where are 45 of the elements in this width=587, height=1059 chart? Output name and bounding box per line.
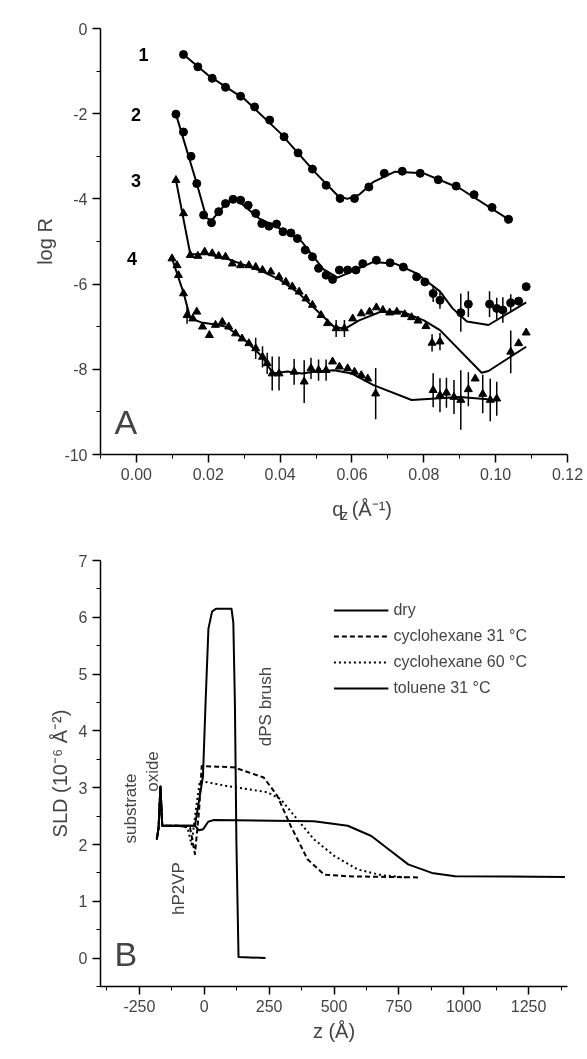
x-tick-label: 0.10 bbox=[480, 465, 512, 483]
annotation: dPS brush bbox=[256, 666, 275, 747]
annotation: B bbox=[114, 934, 138, 973]
x-tick-label: 0.00 bbox=[120, 465, 153, 483]
annotation: 4 bbox=[126, 249, 137, 270]
x-tick-label: 500 bbox=[320, 997, 348, 1015]
y-axis-title: SLD (10⁻⁶ Å⁻²) bbox=[48, 709, 71, 838]
x-tick-label: 0.06 bbox=[336, 465, 368, 483]
y-axis-title: log R bbox=[34, 218, 57, 265]
legend-label: dry bbox=[393, 601, 416, 619]
x-tick-label: 0 bbox=[199, 997, 209, 1015]
y-tick-label: 4 bbox=[78, 722, 88, 740]
x-tick-label: 750 bbox=[385, 997, 413, 1015]
y-tick-label: 5 bbox=[78, 666, 88, 684]
y-tick-label: -4 bbox=[73, 190, 88, 208]
x-tick-label: 0.08 bbox=[408, 465, 440, 483]
legend-label: toluene 31 °C bbox=[393, 679, 491, 697]
x-tick-label: 250 bbox=[255, 997, 283, 1015]
x-tick-label: 1000 bbox=[445, 997, 482, 1015]
x-axis-title: z (Å) bbox=[312, 1019, 356, 1042]
annotation: A bbox=[114, 402, 138, 441]
y-tick-label: 1 bbox=[78, 893, 88, 911]
y-tick-label: -8 bbox=[73, 361, 88, 379]
y-tick-label: 6 bbox=[78, 609, 88, 627]
annotation: 2 bbox=[130, 104, 141, 125]
y-tick-label: -6 bbox=[73, 276, 88, 294]
annotation: 3 bbox=[130, 170, 141, 191]
x-tick-label: 0.12 bbox=[551, 465, 584, 483]
annotation: hP2VP bbox=[169, 862, 188, 915]
legend-label: cyclohexane 60 °C bbox=[393, 653, 527, 671]
legend-label: cyclohexane 31 °C bbox=[393, 627, 527, 645]
y-tick-label: 2 bbox=[78, 836, 88, 854]
annotation: 1 bbox=[138, 44, 149, 65]
annotation: oxide bbox=[143, 751, 162, 792]
y-tick-label: 3 bbox=[78, 779, 88, 797]
annotation: substrate bbox=[121, 773, 140, 844]
x-tick-label: 0.02 bbox=[192, 465, 224, 483]
y-tick-label: 0 bbox=[78, 20, 88, 38]
y-tick-label: -2 bbox=[73, 105, 88, 123]
y-tick-label: -10 bbox=[64, 446, 88, 464]
y-tick-label: 0 bbox=[78, 950, 88, 968]
x-tick-label: 1250 bbox=[510, 997, 547, 1015]
y-tick-label: 7 bbox=[78, 552, 88, 570]
x-tick-label: -250 bbox=[123, 997, 156, 1015]
x-tick-label: 0.04 bbox=[264, 465, 296, 483]
